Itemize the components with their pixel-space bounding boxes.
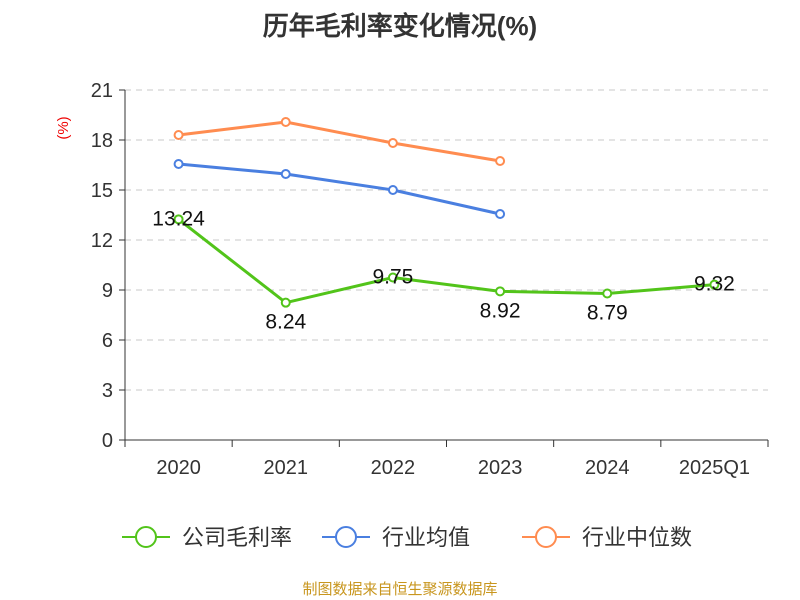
y-tick-label: 9 [102, 280, 113, 302]
y-tick-label: 3 [102, 380, 113, 402]
x-tick-label: 2025Q1 [679, 457, 750, 479]
data-label: 8.79 [587, 302, 628, 325]
data-point [173, 130, 184, 140]
data-point [602, 288, 613, 299]
chart-title: 历年毛利率变化情况(%) [262, 11, 538, 41]
data-point [280, 297, 291, 308]
data-point [280, 169, 291, 179]
x-tick-label: 2022 [371, 457, 416, 479]
data-label: 9.32 [694, 273, 735, 296]
x-tick-label: 2023 [478, 457, 523, 479]
data-label: 8.24 [265, 311, 306, 334]
data-point [280, 117, 291, 127]
legend-label: 行业均值 [382, 525, 470, 550]
series-line [177, 218, 715, 305]
data-point [495, 156, 506, 166]
data-point [173, 159, 184, 169]
series-line [178, 120, 501, 163]
legend-label: 公司毛利率 [182, 525, 292, 550]
x-tick-label: 2020 [156, 457, 201, 479]
legend-marker [335, 526, 357, 548]
legend-marker [535, 526, 557, 548]
y-tick-label: 15 [91, 180, 113, 202]
data-label: 8.92 [480, 299, 521, 322]
legend-marker [135, 526, 157, 548]
data-point [173, 214, 184, 225]
data-point [387, 138, 398, 148]
data-label: 13.24 [152, 207, 205, 230]
data-label: 9.75 [372, 266, 413, 289]
y-tick-label: 0 [102, 430, 113, 452]
series-line [178, 162, 501, 216]
data-point [387, 272, 398, 283]
source-note: 制图数据来自恒生聚源数据库 [302, 581, 498, 598]
x-tick-label: 2021 [264, 457, 309, 479]
data-point [495, 209, 506, 219]
data-point [495, 286, 506, 297]
x-tick-label: 2024 [585, 457, 630, 479]
y-tick-label: 6 [102, 330, 113, 352]
y-tick-label: 21 [91, 80, 113, 102]
data-point [709, 279, 720, 290]
legend-label: 行业中位数 [582, 525, 692, 550]
data-point [387, 185, 398, 195]
y-tick-label: 18 [91, 130, 113, 152]
y-axis-label: (%) [55, 116, 72, 139]
y-tick-label: 12 [91, 230, 113, 252]
